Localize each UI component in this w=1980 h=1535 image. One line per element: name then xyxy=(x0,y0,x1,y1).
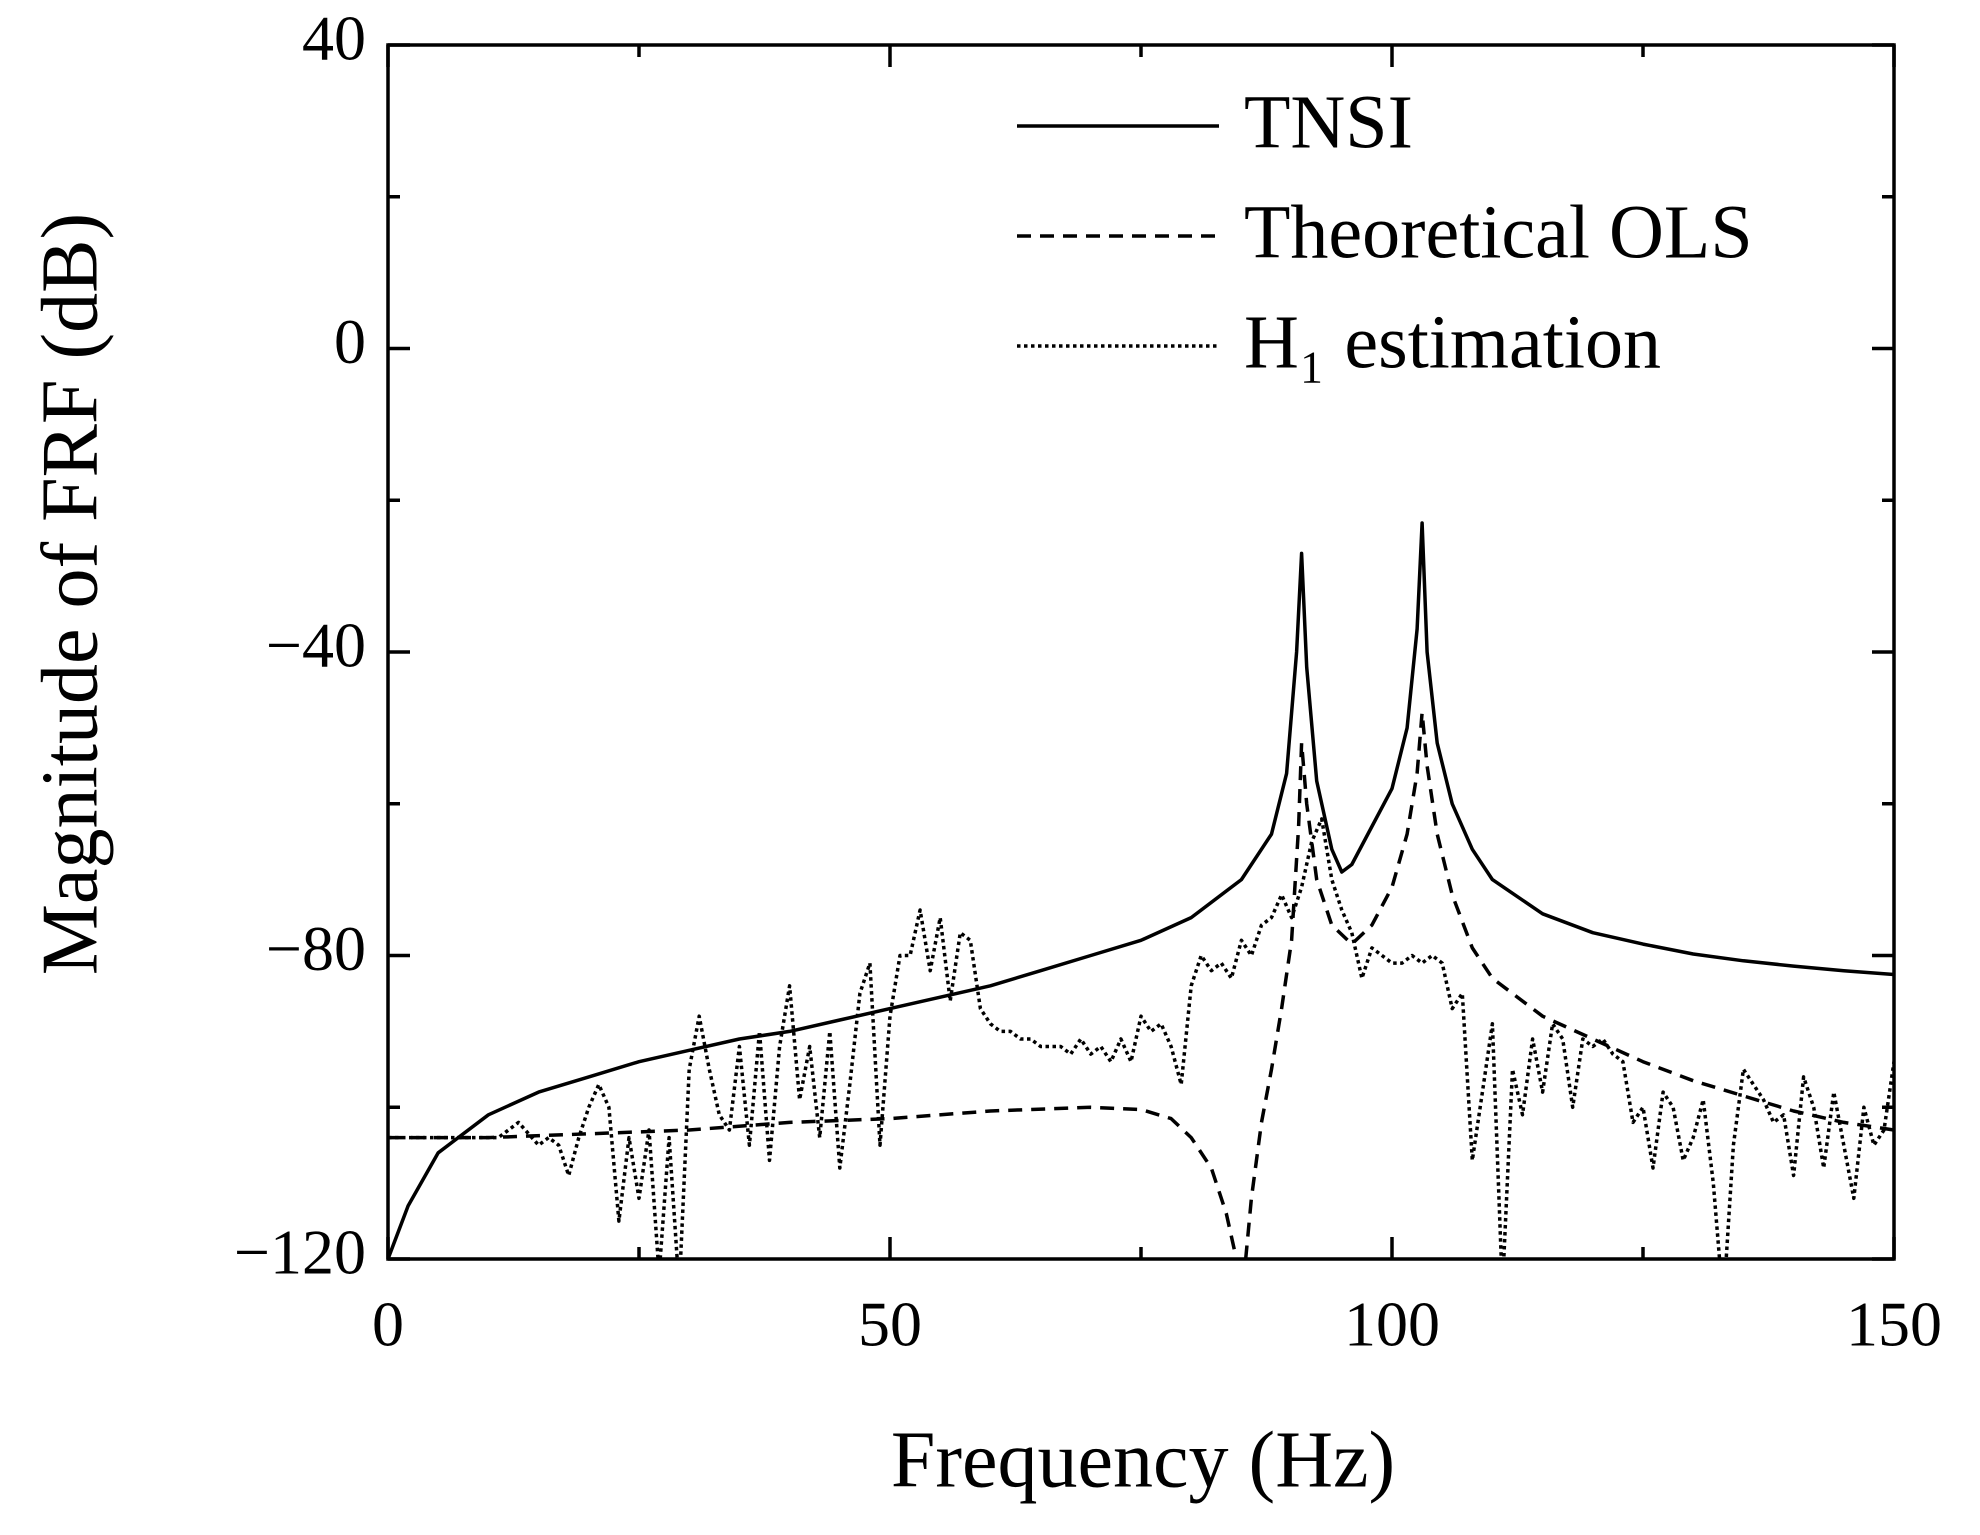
plot-area xyxy=(388,521,1894,1259)
y-tick-label: −120 xyxy=(234,1217,366,1288)
y-tick-label: 0 xyxy=(334,306,366,377)
x-axis-label: Frequency (Hz) xyxy=(891,1416,1395,1504)
x-tick-label: 50 xyxy=(858,1289,922,1360)
y-tick-label: −40 xyxy=(266,610,366,681)
y-axis-label: Magnitude of FRF (dB) xyxy=(26,213,114,975)
series-line xyxy=(388,710,1894,1259)
x-tick-label: 0 xyxy=(372,1289,404,1360)
legend-label: H₁ estimation xyxy=(1244,300,1661,384)
y-tick-label: −80 xyxy=(266,913,366,984)
y-tick-label: 40 xyxy=(302,3,366,74)
series-line xyxy=(388,817,1894,1259)
x-tick-label: 100 xyxy=(1344,1289,1440,1360)
series-line xyxy=(388,521,1894,1259)
legend-label: TNSI xyxy=(1244,80,1413,164)
x-tick-label: 150 xyxy=(1846,1289,1942,1360)
legend-label: Theoretical OLS xyxy=(1244,190,1753,274)
